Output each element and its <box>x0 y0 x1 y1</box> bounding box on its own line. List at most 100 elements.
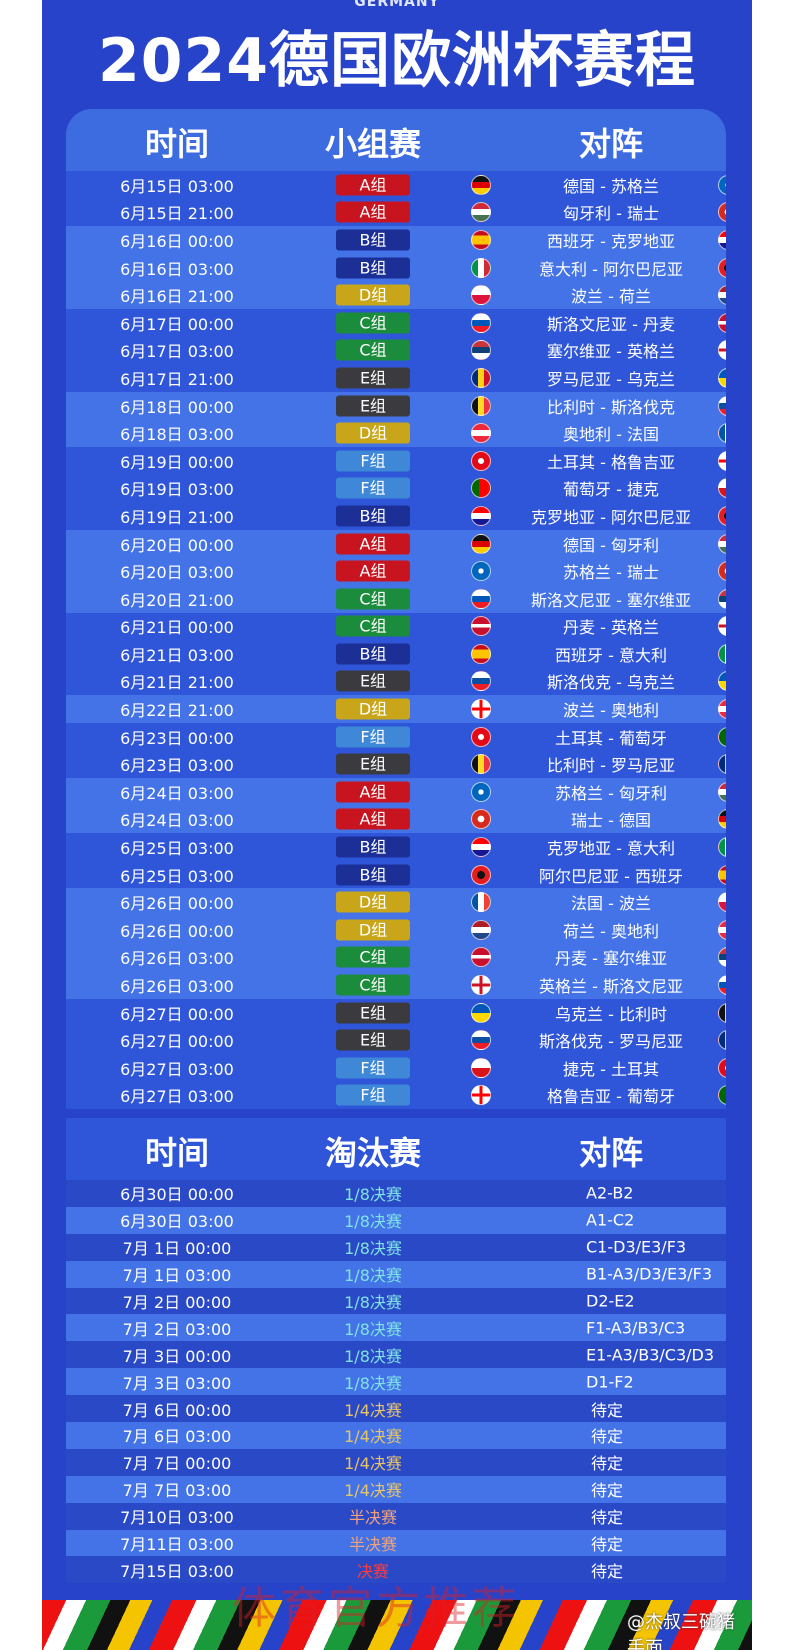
table-row: 6月17日 21:00 E组 罗马尼亚 - 乌克兰 <box>66 364 726 392</box>
page-title: 2024德国欧洲杯赛程 <box>98 26 696 96</box>
match-time: 6月19日 21:00 <box>120 507 234 527</box>
table-row: 6月25日 03:00 B组 阿尔巴尼亚 - 西班牙 <box>66 861 726 889</box>
poland-flag-icon <box>718 892 726 913</box>
match-teams: 苏格兰 - 匈牙利 <box>555 783 667 803</box>
italy-flag-icon <box>718 837 726 858</box>
germany-flag-icon <box>471 533 491 554</box>
croatia-flag-icon <box>471 505 491 526</box>
match-teams: 土耳其 - 格鲁吉亚 <box>547 452 675 472</box>
serbia-flag-icon <box>471 340 491 361</box>
table-row: 7月 7日 00:00 1/4决赛 待定 <box>66 1448 726 1476</box>
table-row: 6月17日 00:00 C组 斯洛文尼亚 - 丹麦 <box>66 309 726 337</box>
group-badge: E组 <box>336 395 410 417</box>
stage-label: 1/4决赛 <box>344 1481 402 1501</box>
slovenia-flag-icon <box>471 312 491 333</box>
germany-flag-icon <box>471 174 491 195</box>
match-teams: 比利时 - 罗马尼亚 <box>547 756 675 776</box>
match-teams: A2-B2 <box>586 1183 634 1203</box>
group-badge: F组 <box>336 477 410 499</box>
match-teams: C1-D3/E3/F3 <box>586 1237 687 1257</box>
table-row: 7月 1日 00:00 1/8决赛 C1-D3/E3/F3 <box>66 1233 726 1261</box>
group-badge: B组 <box>336 257 410 279</box>
match-time: 6月15日 03:00 <box>120 176 234 196</box>
match-time: 6月18日 03:00 <box>120 425 234 445</box>
table-row: 6月18日 00:00 E组 比利时 - 斯洛伐克 <box>66 391 726 420</box>
match-time: 6月27日 03:00 <box>120 1087 234 1107</box>
croatia-flag-icon <box>471 837 491 858</box>
group-badge: A组 <box>336 533 410 555</box>
czech-flag-icon <box>471 1057 491 1078</box>
column-header-match: 对阵 <box>578 1134 644 1172</box>
portugal-flag-icon <box>471 478 491 499</box>
belgium-flag-icon <box>471 395 491 416</box>
table-row: 6月25日 03:00 B组 克罗地亚 - 意大利 <box>66 833 726 861</box>
spain-flag-icon <box>471 229 491 250</box>
match-teams: 斯洛伐克 - 乌克兰 <box>547 673 675 693</box>
netherlands-flag-icon <box>718 285 726 306</box>
group-badge: A组 <box>336 808 410 830</box>
match-teams: 比利时 - 斯洛伐克 <box>547 397 675 417</box>
match-teams: 罗马尼亚 - 乌克兰 <box>547 369 675 389</box>
match-time: 7月 1日 03:00 <box>122 1266 232 1286</box>
match-time: 6月17日 00:00 <box>120 314 234 334</box>
column-header-stage: 淘汰赛 <box>324 1134 422 1172</box>
group-stage-table: 时间 小组赛 对阵 6月15日 03:00 A组 德国 - 苏格兰 6月15日 21:… <box>66 109 726 1110</box>
knockout-table: 时间 淘汰赛 对阵 6月30日 00:00 1/8决赛 A2-B2 6月30日 03:… <box>66 1118 726 1584</box>
table-row: 7月 2日 03:00 1/8决赛 F1-A3/B3/C3 <box>66 1314 726 1342</box>
match-teams: F1-A3/B3/C3 <box>586 1318 686 1338</box>
table-row: 6月20日 21:00 C组 斯洛文尼亚 - 塞尔维亚 <box>66 584 726 613</box>
column-header-time: 时间 <box>144 1134 210 1172</box>
table-row: 6月16日 21:00 D组 波兰 - 荷兰 <box>66 281 726 309</box>
group-badge: E组 <box>336 1002 410 1024</box>
match-teams: B1-A3/D3/E3/F3 <box>586 1264 713 1284</box>
slovenia-flag-icon <box>718 975 726 996</box>
match-time: 6月26日 03:00 <box>120 977 234 997</box>
table-row: 7月 7日 03:00 1/4决赛 待定 <box>66 1475 726 1503</box>
spain-flag-icon <box>471 643 491 664</box>
group-badge: D组 <box>336 422 410 444</box>
georgia-flag-icon <box>718 450 726 471</box>
match-teams: A1-C2 <box>586 1210 635 1230</box>
scotland-flag-icon <box>718 174 726 195</box>
table-row: 6月23日 03:00 E组 比利时 - 罗马尼亚 <box>66 750 726 778</box>
hungary-flag-icon <box>471 202 491 223</box>
match-time: 6月19日 00:00 <box>120 452 234 472</box>
match-time: 6月23日 00:00 <box>120 728 234 748</box>
match-teams: 瑞士 - 德国 <box>571 811 651 831</box>
table-row: 6月16日 00:00 B组 西班牙 - 克罗地亚 <box>66 226 726 254</box>
england-flag-icon <box>718 340 726 361</box>
table-row: 7月 3日 00:00 1/8决赛 E1-A3/B3/C3/D3 <box>66 1341 726 1369</box>
match-time: 6月24日 03:00 <box>120 783 234 803</box>
stage-label: 1/8决赛 <box>344 1212 402 1232</box>
match-teams: 西班牙 - 克罗地亚 <box>547 231 675 251</box>
match-teams: 葡萄牙 - 捷克 <box>563 480 659 500</box>
austria-flag-icon <box>718 919 726 940</box>
match-teams: 荷兰 - 奥地利 <box>563 921 659 941</box>
match-time: 6月19日 03:00 <box>120 480 234 500</box>
table-header: 时间 小组赛 对阵 <box>66 109 726 171</box>
match-time: 6月26日 00:00 <box>120 894 234 914</box>
portugal-flag-icon <box>718 726 726 747</box>
spain-flag-icon <box>718 864 726 885</box>
match-time: 6月30日 00:00 <box>120 1185 234 1205</box>
table-row: 6月21日 03:00 B组 西班牙 - 意大利 <box>66 640 726 668</box>
match-time: 6月24日 03:00 <box>120 811 234 831</box>
group-badge: E组 <box>336 1029 410 1051</box>
group-badge: D组 <box>336 919 410 941</box>
group-badge: B组 <box>336 505 410 527</box>
table-row: 6月19日 03:00 F组 葡萄牙 - 捷克 <box>66 475 726 503</box>
match-teams: D2-E2 <box>586 1291 635 1311</box>
match-teams: 丹麦 - 英格兰 <box>563 618 659 638</box>
belgium-flag-icon <box>718 1002 726 1023</box>
group-badge: A组 <box>336 560 410 582</box>
table-row: 6月27日 00:00 E组 斯洛伐克 - 罗马尼亚 <box>66 1026 726 1054</box>
table-row: 6月27日 03:00 F组 格鲁吉亚 - 葡萄牙 <box>66 1082 726 1110</box>
group-badge: A组 <box>336 174 410 196</box>
group-badge: C组 <box>336 946 410 968</box>
match-teams: 苏格兰 - 瑞士 <box>563 563 659 583</box>
match-time: 7月 7日 00:00 <box>122 1454 232 1474</box>
match-teams: 待定 <box>591 1481 624 1501</box>
group-badge: E组 <box>336 367 410 389</box>
table-row: 6月22日 21:00 D组 波兰 - 奥地利 <box>66 695 726 723</box>
group-badge: E组 <box>336 670 410 692</box>
